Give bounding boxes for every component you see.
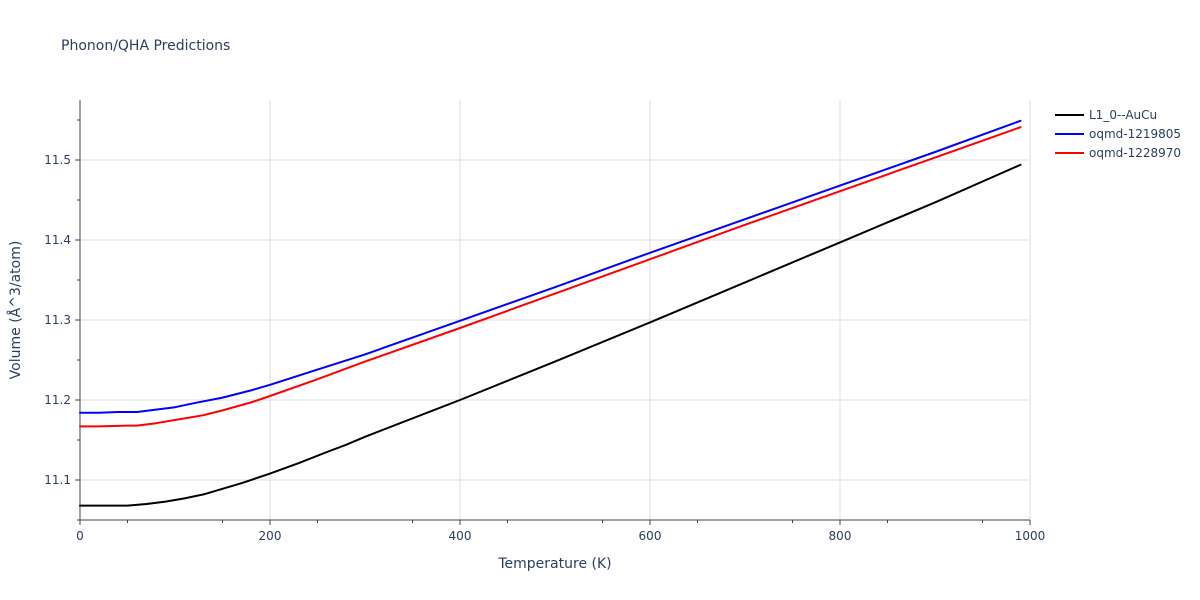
series-line-3 <box>79 126 1022 428</box>
legend-item-label: oqmd-1228970 <box>1089 146 1181 160</box>
legend: L1_0--AuCu oqmd-1219805 oqmd-1228970 <box>1055 108 1181 160</box>
x-tick-label: 800 <box>829 529 852 543</box>
series-group <box>79 119 1022 507</box>
series-line-1 <box>79 163 1022 507</box>
x-tick-label: 1000 <box>1015 529 1046 543</box>
axes: 0 200 400 600 800 1000 11.1 11.2 11.3 11.4 11.5 <box>44 100 1045 543</box>
x-axis-title: Temperature (K) <box>497 556 611 572</box>
x-tick-label: 400 <box>449 529 472 543</box>
y-tick-label: 11.1 <box>44 473 71 487</box>
y-tick-label: 11.2 <box>44 393 71 407</box>
series-line-2 <box>79 119 1022 414</box>
y-tick-label: 11.5 <box>44 153 71 167</box>
y-tick-label: 11.3 <box>44 313 71 327</box>
legend-item-label: L1_0--AuCu <box>1089 108 1157 122</box>
y-axis-title: Volume (Å^3/atom) <box>7 241 24 380</box>
x-tick-label: 0 <box>76 529 84 543</box>
x-tick-label: 200 <box>259 529 282 543</box>
grid <box>80 100 1031 520</box>
x-tick-label: 600 <box>639 529 662 543</box>
chart-title: Phonon/QHA Predictions <box>61 38 230 54</box>
y-tick-label: 11.4 <box>44 233 71 247</box>
legend-item-label: oqmd-1219805 <box>1089 127 1181 141</box>
